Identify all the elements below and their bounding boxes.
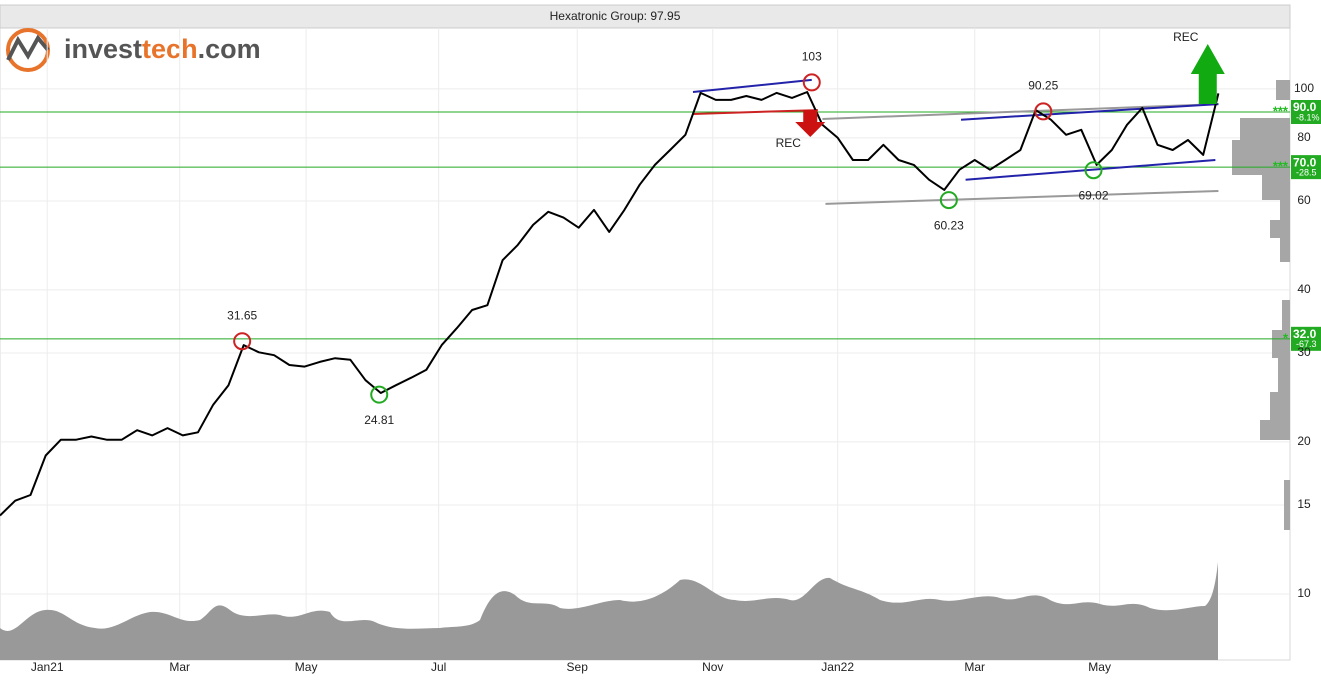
y-tick-label: 10 [1297,586,1311,600]
y-tick-label: 100 [1294,81,1314,95]
extreme-marker [1084,161,1103,180]
y-tick-label: 20 [1297,434,1311,448]
extreme-label: 31.65 [227,308,257,322]
trend-line [692,109,818,115]
logo-part: invest [64,34,142,64]
extreme-marker [939,191,958,210]
logo-part: tech [142,34,198,64]
trend-line [822,103,1219,120]
level-box [1291,100,1321,125]
trend-line [692,78,812,93]
signal-arrow [795,110,826,137]
logo-icon [6,34,50,61]
extreme-label: 103 [802,50,822,64]
level-label: 90.0 [1293,100,1317,114]
x-tick-label: May [1088,660,1111,674]
price-histogram [1232,80,1290,530]
logo: investtech.com [6,28,261,72]
y-tick-label: 80 [1297,130,1311,144]
extreme-marker [802,73,821,92]
extreme-label: 69.02 [1079,188,1109,202]
level-stars: *** [1273,103,1289,118]
grid [0,28,1290,660]
trend-line [960,103,1219,121]
x-tick-label: Jan22 [821,660,854,674]
signal-label: REC [1173,30,1199,44]
chart-title: Hexatronic Group: 97.95 [550,9,681,23]
y-tick-label: 15 [1297,497,1311,511]
level-stars: * [1283,330,1289,345]
level-change: -67.3 [1296,339,1317,349]
level-label: 70.0 [1293,155,1317,169]
extreme-label: 90.25 [1028,79,1058,93]
y-tick-label: 60 [1297,193,1311,207]
x-tick-label: Sep [567,660,589,674]
extreme-label: 60.23 [934,218,964,232]
level-label: 32.0 [1293,327,1317,341]
level-change: -28.5 [1296,168,1317,178]
price-line [0,91,1220,517]
extreme-marker [233,332,252,351]
x-tick-label: Jul [431,660,446,674]
level-box [1291,155,1321,180]
trend-line [965,159,1216,181]
marks: *** 90.0-8.1% *** 70.0-28.5 * 32.0-67.3 31.65 2… [0,30,1321,517]
title-bar [0,4,1291,29]
trend-line [825,189,1219,205]
level-stars: *** [1273,159,1289,174]
x-tick-label: May [295,660,318,674]
extreme-marker [1034,102,1053,121]
x-tick-label: Mar [964,660,985,674]
plot-area [0,27,1291,661]
y-tick-label: 40 [1297,282,1311,296]
level-box [1291,326,1321,351]
level-change: -8.1% [1296,112,1320,122]
signal-label: REC [776,136,802,150]
extreme-label: 24.81 [364,413,394,427]
x-tick-label: Mar [169,660,190,674]
x-tick-label: Jan21 [31,660,64,674]
logo-text: investtech.com [64,34,261,64]
y-tick-label: 30 [1297,345,1311,359]
extreme-marker [370,385,389,404]
x-tick-label: Nov [702,660,723,674]
volume-area [0,562,1218,660]
signal-arrow [1190,44,1225,104]
logo-part: .com [198,34,261,64]
